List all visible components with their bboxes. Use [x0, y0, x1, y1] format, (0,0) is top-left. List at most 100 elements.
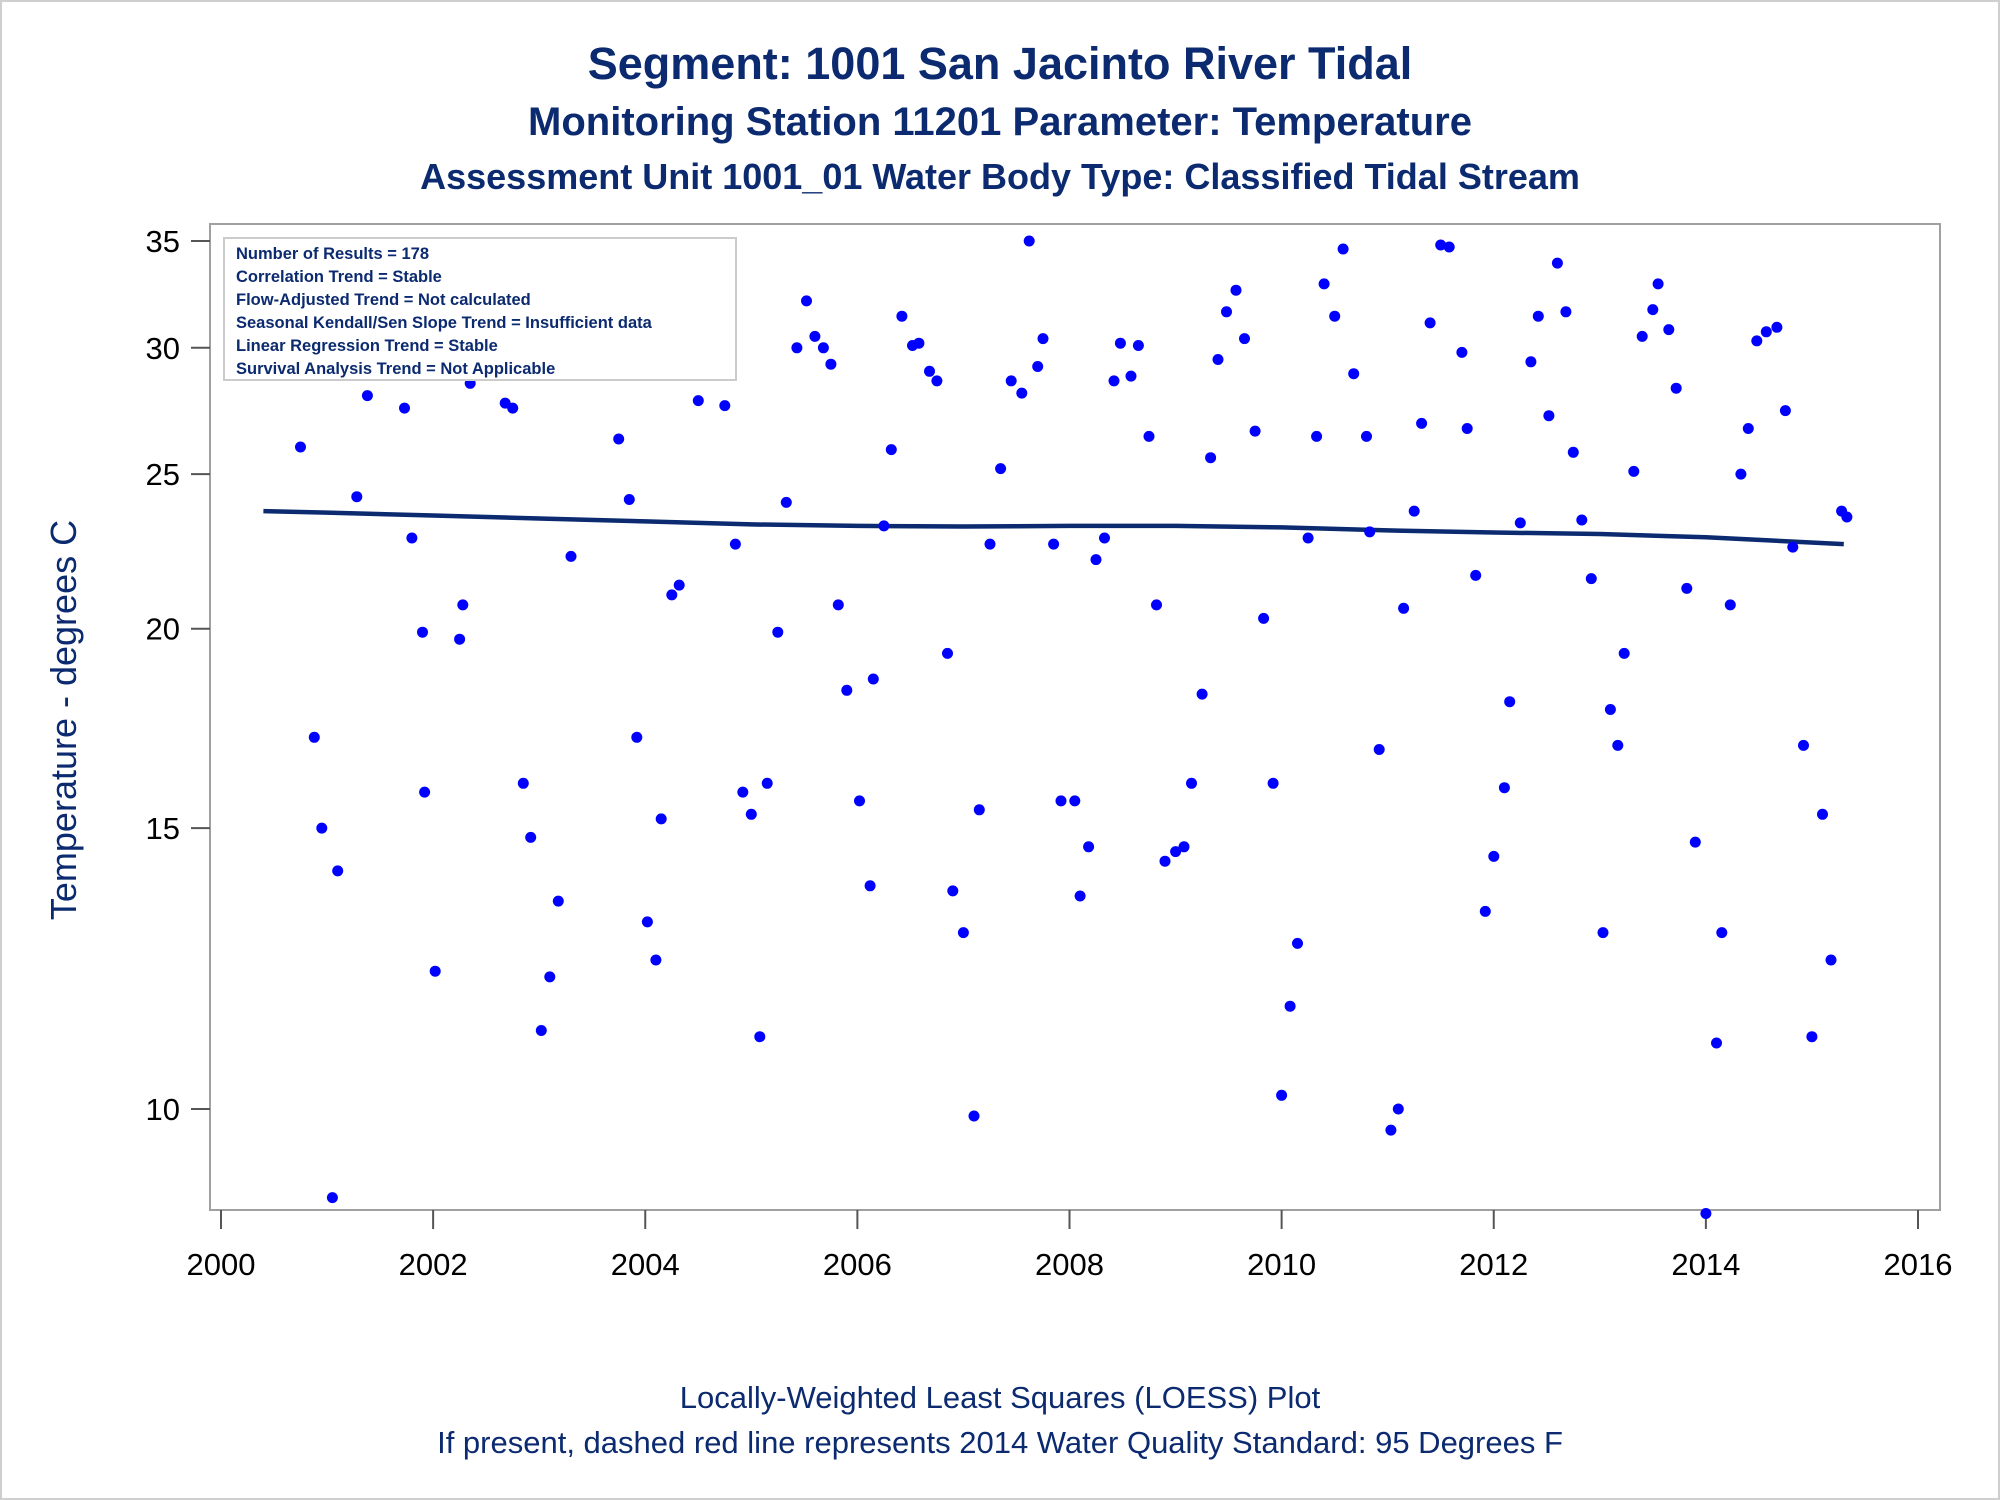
data-point — [1652, 278, 1664, 290]
data-point — [1488, 850, 1500, 862]
data-point — [1424, 317, 1436, 329]
data-point — [552, 895, 564, 907]
data-point — [1551, 257, 1563, 269]
y-tick-label: 35 — [146, 224, 180, 259]
data-point — [1032, 361, 1044, 372]
data-point — [1239, 333, 1250, 345]
data-point — [1249, 425, 1261, 437]
data-point — [825, 358, 837, 370]
data-point — [867, 673, 879, 685]
data-point — [1132, 340, 1144, 351]
data-point — [1504, 696, 1516, 708]
data-point — [316, 822, 328, 834]
data-point — [1647, 304, 1659, 316]
data-point — [1532, 310, 1544, 322]
data-point — [1186, 777, 1197, 789]
data-point — [984, 538, 996, 550]
data-point — [1716, 927, 1728, 939]
data-point — [1348, 368, 1360, 380]
x-tick-label: 2004 — [611, 1247, 680, 1282]
data-point — [896, 310, 908, 322]
data-point — [1083, 841, 1095, 853]
data-point — [1416, 417, 1428, 429]
data-point — [673, 579, 685, 591]
data-point — [1398, 602, 1410, 614]
data-point — [1230, 284, 1242, 296]
y-axis-label: Temperature - degrees C — [43, 520, 84, 920]
data-point — [1751, 335, 1763, 347]
footnote-2: If present, dashed red line represents 2… — [437, 1425, 1563, 1460]
data-point — [1108, 375, 1120, 387]
x-tick-label: 2000 — [187, 1247, 256, 1282]
data-point — [1392, 1103, 1404, 1115]
data-point — [1114, 337, 1126, 349]
data-point — [754, 1031, 766, 1043]
data-point — [1037, 333, 1049, 345]
data-point — [931, 375, 943, 387]
data-point — [878, 520, 890, 532]
data-point — [1361, 430, 1372, 442]
data-point — [1151, 599, 1162, 611]
data-point — [1443, 241, 1455, 253]
data-point — [817, 342, 829, 354]
data-point — [761, 777, 773, 789]
data-point — [1604, 704, 1616, 715]
data-point — [1143, 430, 1155, 442]
y-axis: 10 15 20 25 30 35 — [146, 224, 210, 1127]
inset-line: Number of Results = 178 — [236, 245, 429, 263]
chart-subtitle-2: Assessment Unit 1001_01 Water Body Type:… — [420, 156, 1580, 197]
data-point — [1435, 239, 1447, 251]
data-point — [1196, 688, 1208, 700]
inset-box — [223, 237, 737, 381]
chart-subtitle: Monitoring Station 11201 Parameter: Temp… — [528, 100, 1472, 144]
data-point — [1221, 306, 1232, 318]
data-point — [809, 330, 821, 342]
data-point — [1385, 1124, 1397, 1136]
data-point — [1514, 517, 1526, 529]
data-point — [525, 831, 537, 843]
data-point — [565, 550, 577, 562]
inset-line: Survival Analysis Trend = Not Applicable — [236, 360, 555, 378]
footnote-1: Locally-Weighted Least Squares (LOESS) P… — [679, 1380, 1321, 1415]
data-point — [1470, 569, 1482, 581]
data-point — [1048, 538, 1060, 550]
data-point — [1787, 541, 1799, 553]
data-point — [1364, 526, 1376, 538]
data-point — [1090, 554, 1102, 566]
x-tick-label: 2012 — [1459, 1247, 1528, 1282]
scatter-series — [257, 235, 1853, 1219]
data-point — [1711, 1037, 1722, 1049]
data-point — [780, 496, 792, 508]
data-point — [1525, 356, 1537, 368]
x-tick-label: 2010 — [1247, 1247, 1316, 1282]
data-point — [841, 684, 853, 696]
data-point — [1689, 836, 1701, 848]
chart-title: Segment: 1001 San Jacinto River Tidal — [587, 38, 1413, 89]
data-point — [1735, 468, 1747, 480]
x-tick-label: 2008 — [1035, 1247, 1104, 1282]
data-point — [1005, 375, 1017, 387]
data-point — [1612, 739, 1624, 751]
y-tick-label: 30 — [146, 331, 180, 366]
data-point — [745, 808, 757, 820]
data-point — [1798, 739, 1809, 751]
data-point — [1479, 905, 1491, 917]
data-point — [729, 538, 741, 550]
data-point — [1585, 573, 1597, 585]
data-point — [1099, 532, 1110, 544]
data-point — [399, 402, 410, 414]
data-point — [1373, 744, 1385, 755]
y-tick-label: 20 — [146, 612, 180, 647]
y-tick-label: 25 — [146, 457, 180, 492]
data-point — [1628, 465, 1640, 477]
data-point — [419, 786, 431, 798]
data-point — [535, 1025, 547, 1036]
data-point — [692, 395, 704, 407]
data-point — [1817, 808, 1828, 820]
data-point — [1742, 423, 1754, 434]
data-point — [1724, 599, 1736, 611]
data-point — [885, 444, 897, 456]
data-point — [457, 599, 469, 611]
data-point — [942, 647, 953, 659]
data-point — [719, 400, 731, 412]
